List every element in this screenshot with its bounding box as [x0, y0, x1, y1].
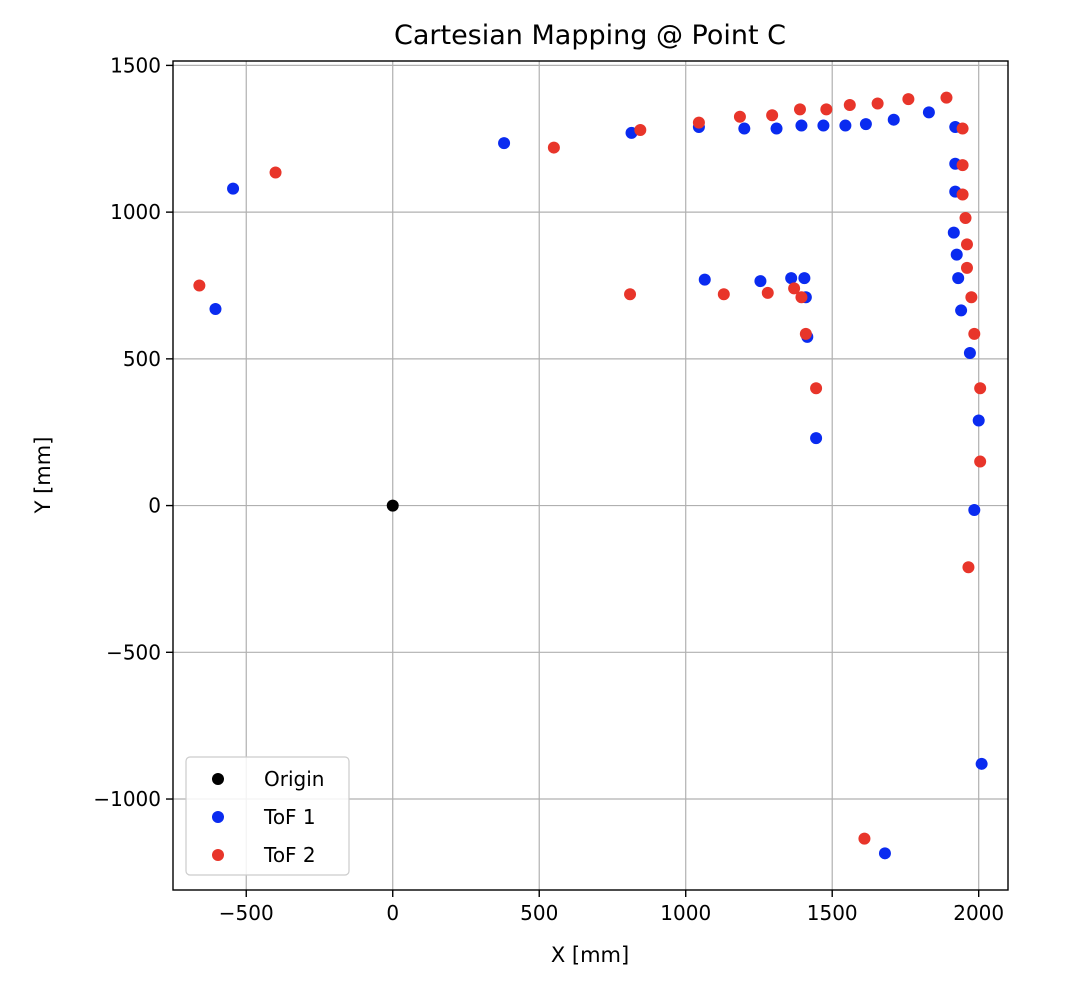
x-tick-label: 0 — [386, 901, 399, 925]
legend: Origin ToF 1 ToF 2 — [185, 756, 350, 876]
data-point — [754, 275, 767, 288]
data-point — [887, 113, 900, 126]
data-point — [766, 109, 779, 122]
legend-marker — [212, 811, 224, 823]
data-point — [820, 103, 833, 116]
data-point — [498, 137, 511, 150]
data-point — [770, 122, 783, 135]
data-point — [963, 346, 976, 359]
data-point — [950, 248, 963, 261]
data-point — [956, 188, 969, 201]
series-tof-2 — [193, 91, 987, 845]
axis-ticks: −500 0 500 1000 1500 2000 −1000 −500 0 500 1000 150… — [93, 53, 1004, 925]
data-point — [698, 273, 711, 286]
data-point — [193, 279, 206, 292]
legend-label: Origin — [264, 767, 324, 791]
legend-label: ToF 1 — [263, 805, 316, 829]
data-point — [209, 302, 222, 315]
y-tick-label: −1000 — [93, 787, 161, 811]
data-point — [974, 455, 987, 468]
x-tick-label: 1500 — [807, 901, 858, 925]
legend-marker — [212, 849, 224, 861]
data-point — [386, 499, 399, 512]
data-point — [962, 561, 975, 574]
data-point — [839, 119, 852, 132]
data-points — [193, 91, 988, 860]
legend-label: ToF 2 — [263, 843, 316, 867]
data-point — [843, 99, 856, 112]
data-point — [972, 414, 985, 427]
y-tick-label: 500 — [123, 347, 161, 371]
data-point — [788, 282, 801, 295]
x-tick-label: 500 — [520, 901, 558, 925]
y-tick-label: −500 — [106, 640, 161, 664]
data-point — [959, 211, 972, 224]
data-point — [956, 159, 969, 172]
y-tick-label: 0 — [148, 494, 161, 518]
chart-title: Cartesian Mapping @ Point C — [394, 20, 786, 51]
data-point — [871, 97, 884, 110]
data-point — [968, 327, 981, 340]
data-point — [858, 832, 871, 845]
x-tick-label: −500 — [219, 901, 274, 925]
legend-box — [185, 756, 350, 876]
y-axis-label: Y [mm] — [31, 437, 55, 515]
plot-frame — [172, 60, 1009, 891]
data-point — [965, 291, 978, 304]
data-point — [227, 182, 240, 195]
data-point — [955, 304, 968, 317]
series-tof-1 — [209, 106, 988, 860]
data-point — [956, 122, 969, 135]
data-point — [799, 327, 812, 340]
data-point — [717, 288, 730, 301]
data-point — [795, 119, 808, 132]
x-tick-label: 1000 — [660, 901, 711, 925]
data-point — [947, 226, 960, 239]
series-origin — [386, 499, 399, 512]
data-point — [975, 757, 988, 770]
data-point — [960, 238, 973, 251]
data-point — [795, 291, 808, 304]
data-point — [761, 286, 774, 299]
data-point — [624, 288, 637, 301]
data-point — [738, 122, 751, 135]
data-point — [952, 272, 965, 285]
data-point — [974, 382, 987, 395]
data-point — [960, 261, 973, 274]
data-point — [968, 503, 981, 516]
data-point — [810, 432, 823, 445]
data-point — [785, 272, 798, 285]
x-axis-label: X [mm] — [551, 943, 629, 967]
legend-marker — [212, 773, 224, 785]
data-point — [810, 382, 823, 395]
data-point — [793, 103, 806, 116]
data-point — [733, 110, 746, 123]
data-point — [692, 116, 705, 129]
data-point — [634, 123, 647, 136]
data-point — [859, 118, 872, 131]
data-point — [878, 847, 891, 860]
grid-lines — [173, 61, 1008, 890]
data-point — [940, 91, 953, 104]
x-tick-label: 2000 — [953, 901, 1004, 925]
data-point — [922, 106, 935, 119]
data-point — [269, 166, 282, 179]
data-point — [547, 141, 560, 154]
data-point — [902, 93, 915, 106]
data-point — [798, 272, 811, 285]
y-tick-label: 1500 — [110, 53, 161, 77]
y-tick-label: 1000 — [110, 200, 161, 224]
data-point — [817, 119, 830, 132]
